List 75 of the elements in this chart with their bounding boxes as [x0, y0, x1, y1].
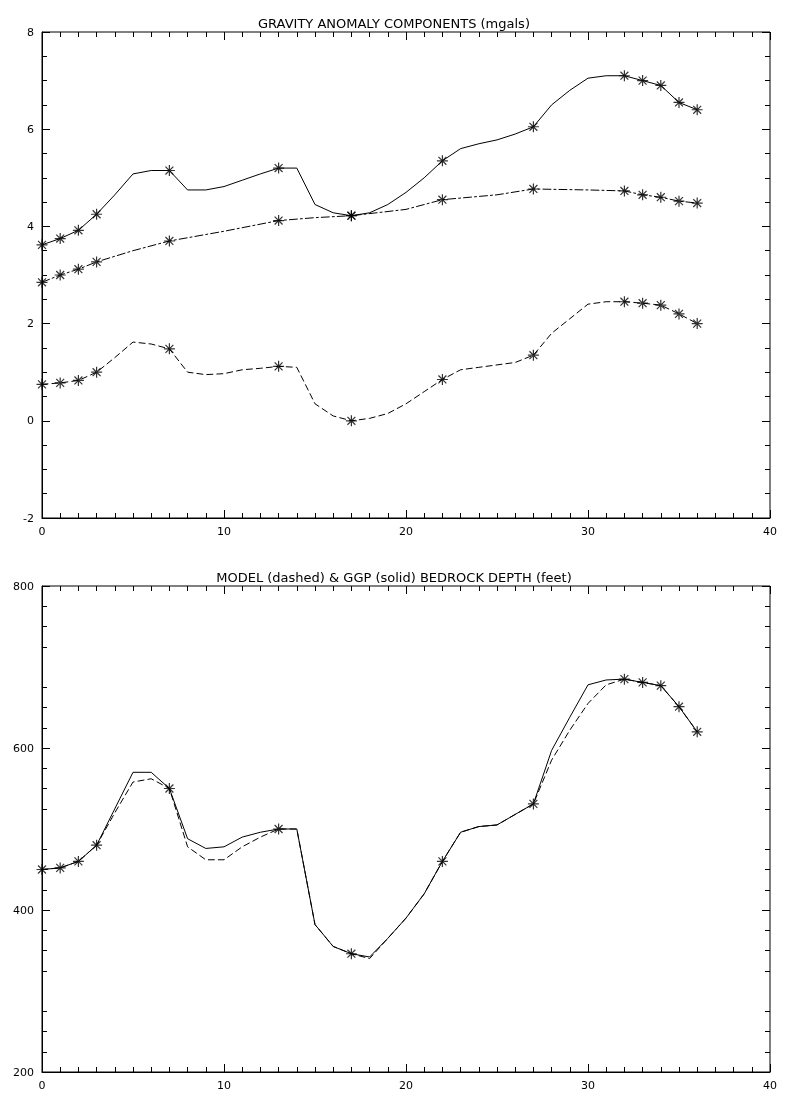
point — [35, 863, 49, 876]
point — [436, 855, 449, 868]
point — [35, 276, 49, 289]
point — [163, 782, 176, 795]
point — [654, 299, 667, 312]
y-tick-label: 8 — [27, 25, 34, 39]
point — [436, 193, 449, 206]
point — [691, 196, 704, 210]
point — [618, 184, 631, 198]
point — [636, 74, 649, 87]
point — [636, 676, 649, 689]
point — [163, 234, 176, 248]
point — [691, 317, 704, 330]
y-tick-label: 6 — [27, 122, 34, 136]
point — [90, 366, 103, 379]
chart-title: GRAVITY ANOMALY COMPONENTS (mgals) — [258, 16, 530, 31]
point — [436, 154, 449, 167]
x-tick-label: 10 — [217, 1079, 231, 1092]
point — [618, 295, 631, 308]
point — [672, 700, 686, 713]
point — [90, 255, 103, 268]
y-tick-label: 200 — [13, 1065, 34, 1079]
point — [618, 673, 631, 686]
point — [636, 188, 649, 201]
point — [272, 214, 285, 227]
point — [54, 232, 67, 245]
point — [691, 103, 704, 116]
point — [272, 822, 285, 836]
point — [672, 307, 686, 320]
point — [35, 238, 49, 251]
point — [672, 96, 686, 109]
y-tick-label: -2 — [23, 511, 34, 525]
x-tick-label: 0 — [38, 525, 46, 538]
point — [672, 195, 686, 208]
point — [345, 414, 358, 427]
point — [527, 182, 540, 196]
point — [35, 378, 49, 391]
point — [72, 855, 85, 868]
y-tick-label: 0 — [27, 414, 34, 428]
x-tick-label: 30 — [581, 525, 595, 538]
y-tick-label: 2 — [27, 317, 34, 331]
point — [54, 268, 67, 282]
point — [527, 349, 540, 362]
point — [72, 224, 85, 237]
point — [527, 797, 540, 810]
y-tick-label: 800 — [13, 579, 34, 593]
point — [72, 374, 85, 387]
point — [691, 725, 704, 738]
point — [163, 342, 176, 355]
x-tick-label: 10 — [217, 525, 231, 538]
x-tick-label: 40 — [763, 1079, 777, 1092]
point — [90, 839, 103, 852]
point — [345, 947, 358, 960]
point — [272, 161, 285, 175]
x-tick-label: 20 — [399, 1079, 413, 1092]
point — [654, 679, 667, 692]
point — [618, 69, 631, 82]
point — [54, 861, 67, 874]
point — [527, 120, 540, 133]
point — [72, 263, 85, 276]
point — [272, 360, 285, 373]
x-tick-label: 30 — [581, 1079, 595, 1092]
point — [636, 297, 649, 310]
point — [436, 373, 449, 386]
y-tick-label: 4 — [27, 219, 34, 233]
point — [90, 208, 103, 221]
point — [54, 376, 67, 389]
point — [654, 79, 667, 92]
chart-title: MODEL (dashed) & GGP (solid) BEDROCK DEPTH (feet) — [216, 570, 572, 585]
x-tick-label: 40 — [763, 525, 777, 538]
x-tick-label: 20 — [399, 525, 413, 538]
y-tick-label: 600 — [13, 741, 34, 755]
x-tick-label: 0 — [38, 1079, 46, 1092]
y-tick-label: 400 — [13, 903, 34, 917]
point — [654, 191, 667, 204]
